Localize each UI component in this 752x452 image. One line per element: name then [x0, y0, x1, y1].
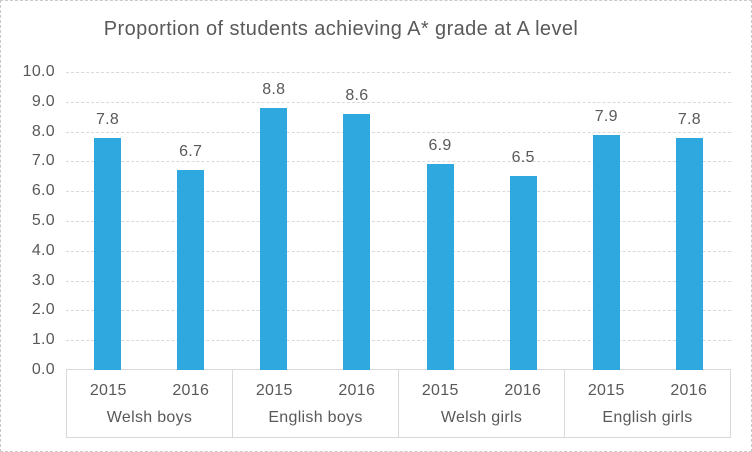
x-tick-label-year: 2015 [89, 382, 127, 399]
gridline [66, 161, 731, 163]
chart-title: Proportion of students achieving A* grad… [103, 18, 579, 40]
y-tick-label: 0.0 [31, 361, 55, 378]
y-tick-label: 3.0 [31, 271, 55, 289]
data-label: 8.8 [262, 80, 286, 98]
x-tick-label-year: 2015 [421, 382, 459, 399]
gridline [66, 131, 731, 133]
year-labels-row: 2015 2016 [399, 377, 564, 405]
category-group-welsh-boys: 2015 2016 Welsh boys [66, 370, 233, 438]
y-tick-label: 5.0 [31, 212, 55, 229]
data-label: 6.5 [511, 149, 535, 167]
bar-welsh-boys-2016 [177, 170, 205, 370]
x-tick-label-year: 2016 [504, 382, 542, 399]
gridline [66, 221, 731, 222]
data-label: 7.9 [594, 107, 618, 125]
y-tick-label: 8.0 [31, 122, 55, 140]
x-tick-label-year: 2016 [338, 382, 376, 399]
x-group-label: English boys [268, 409, 363, 426]
y-tick-label: 2.0 [31, 301, 55, 319]
year-labels-row: 2015 2016 [233, 377, 398, 405]
category-group-english-boys: 2015 2016 English boys [233, 370, 399, 438]
y-tick-label: 7.0 [31, 152, 55, 170]
year-labels-row: 2015 2016 [565, 377, 730, 405]
data-label: 7.8 [95, 110, 120, 128]
bar-english-boys-2016 [343, 113, 371, 370]
bar-english-boys-2015 [260, 107, 288, 370]
gridline [66, 280, 731, 282]
y-tick-label: 1.0 [31, 331, 55, 349]
y-tick-label: 6.0 [31, 182, 55, 200]
x-axis-line [66, 369, 731, 370]
x-tick-label-year: 2016 [172, 382, 210, 399]
plot-area: 7.8 6.7 8.8 8.6 6.9 6.5 7.9 7.8 [66, 72, 731, 370]
data-label: 6.9 [428, 137, 452, 155]
gridline [66, 191, 731, 193]
category-group-english-girls: 2015 2016 English girls [565, 370, 731, 438]
bar-english-girls-2016 [675, 137, 703, 370]
x-axis: 2015 2016 Welsh boys 2015 2016 English boys 20… [66, 370, 731, 438]
data-label: 8.6 [345, 86, 369, 104]
y-axis: 0.0 1.0 2.0 3.0 4.0 5.0 6.0 7.0 8.0 9.0 10.0 [1, 63, 55, 392]
y-tick-label: 10.0 [22, 63, 55, 80]
bar-welsh-girls-2016 [509, 176, 537, 370]
y-tick-label: 9.0 [31, 92, 55, 110]
gridline [66, 101, 731, 103]
bar-welsh-boys-2015 [94, 137, 122, 370]
data-label: 7.8 [677, 110, 702, 128]
x-tick-label-year: 2016 [670, 382, 708, 399]
gridline [66, 340, 731, 342]
data-label: 6.7 [179, 143, 203, 161]
year-labels-row: 2015 2016 [67, 377, 232, 405]
category-group-welsh-girls: 2015 2016 Welsh girls [399, 370, 565, 438]
gridline [66, 310, 731, 312]
gridline [66, 250, 731, 252]
x-tick-label-year: 2015 [587, 382, 625, 399]
x-group-label: Welsh boys [106, 409, 193, 426]
bar-welsh-girls-2015 [426, 164, 454, 370]
gridline [66, 72, 731, 73]
bar-english-girls-2015 [592, 134, 620, 370]
x-tick-label-year: 2015 [255, 382, 293, 399]
y-tick-label: 4.0 [31, 241, 55, 259]
x-group-label: English girls [602, 409, 693, 426]
x-group-label: Welsh girls [440, 409, 523, 426]
